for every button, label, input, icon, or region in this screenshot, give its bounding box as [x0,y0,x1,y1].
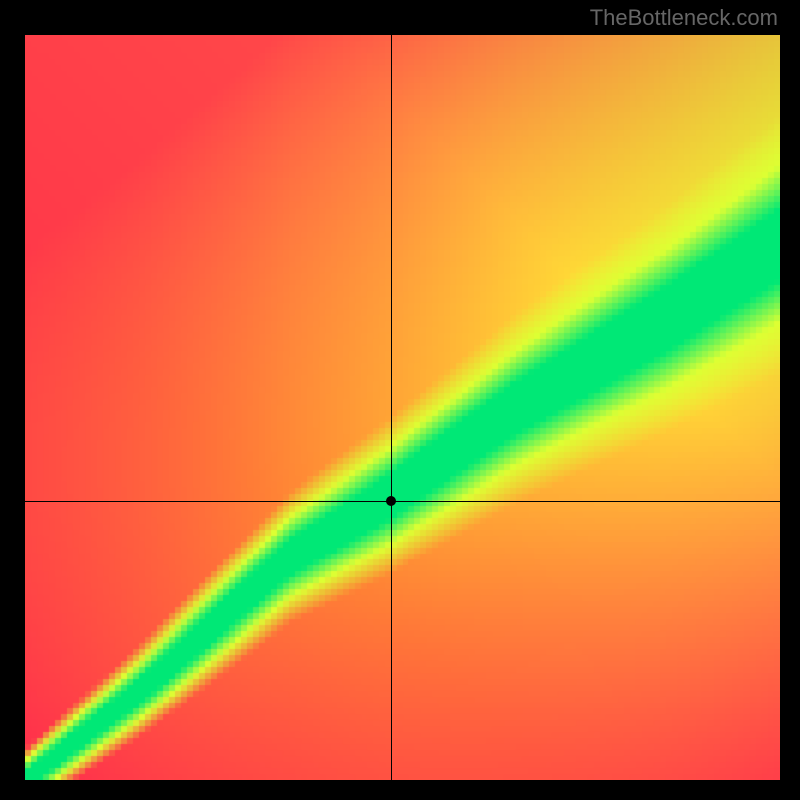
crosshair-vertical [391,35,392,780]
heatmap-canvas [25,35,780,780]
crosshair-horizontal [25,501,780,502]
heatmap-chart [25,35,780,780]
intersection-marker [386,496,396,506]
watermark-text: TheBottleneck.com [590,5,778,31]
